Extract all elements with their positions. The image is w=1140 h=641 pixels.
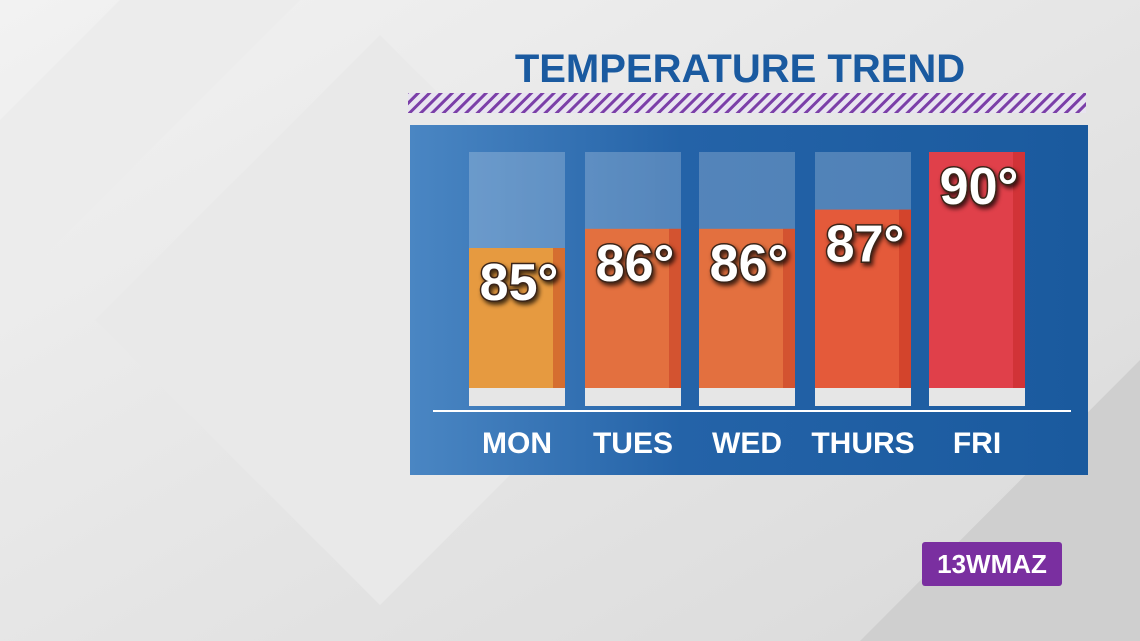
logo: 13WMAZ: [937, 549, 1047, 579]
bar-edge: [899, 209, 911, 388]
x-tick-label: FRI: [953, 427, 1001, 460]
bar: [469, 248, 565, 388]
x-tick-label: THURS: [811, 427, 914, 460]
bg-shape: [0, 0, 300, 300]
value-label: 85°: [480, 254, 559, 312]
value-label: 86°: [710, 235, 789, 293]
bar-cap: [815, 388, 911, 406]
bar: [585, 228, 681, 388]
bar: [815, 209, 911, 388]
bar-cap: [929, 388, 1025, 406]
bar-edge: [1013, 152, 1025, 388]
bar: [929, 152, 1025, 388]
x-tick-label: TUES: [593, 427, 673, 460]
value-label: 86°: [596, 235, 675, 293]
value-label: 90°: [940, 158, 1019, 216]
value-label: 87°: [826, 216, 905, 274]
bar: [699, 228, 795, 388]
x-tick-label: WED: [712, 427, 782, 460]
bar-cap: [699, 388, 795, 406]
x-tick-label: MON: [482, 427, 552, 460]
chart-title: TEMPERATURE TREND: [515, 47, 965, 91]
bars: 85° MON 86° TUES 86° WED 87° THURS 90° FRI: [469, 152, 1025, 460]
bar-edge: [553, 248, 565, 388]
bar-cap: [585, 388, 681, 406]
logo-box: [922, 542, 1062, 586]
hatch-stripe: [408, 93, 1086, 113]
bar-edge: [783, 228, 795, 388]
bar-edge: [669, 228, 681, 388]
bar-cap: [469, 388, 565, 406]
